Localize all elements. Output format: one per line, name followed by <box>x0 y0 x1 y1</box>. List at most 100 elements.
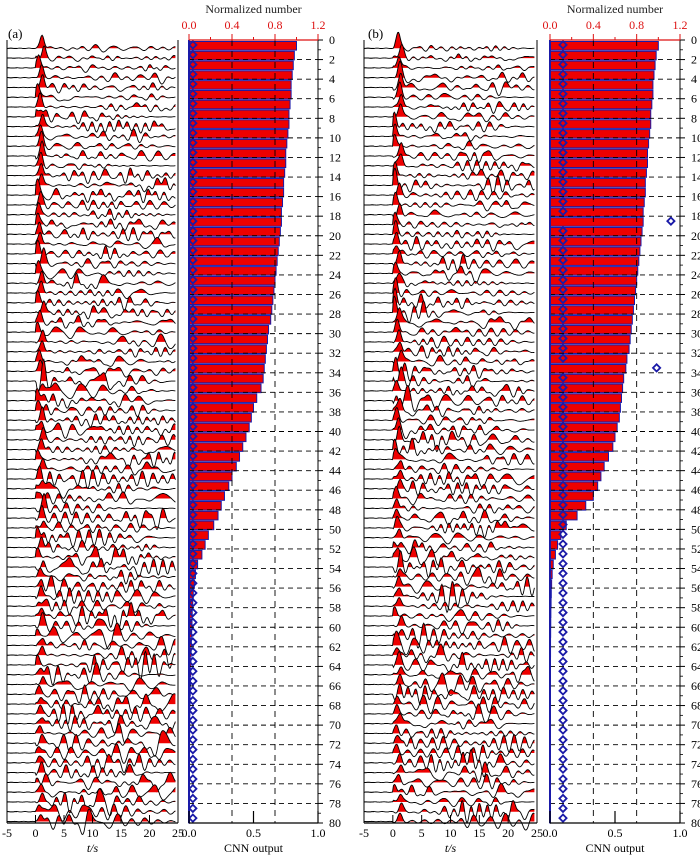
trace <box>363 748 535 778</box>
y-tick-label: 38 <box>329 405 341 419</box>
cnn-point <box>558 705 568 716</box>
trace <box>7 585 176 606</box>
wave-x-tick-label: -5 <box>2 826 12 840</box>
cnn-point <box>187 754 198 765</box>
trace <box>6 231 176 249</box>
trace-fill <box>7 575 176 587</box>
trace <box>7 212 176 232</box>
trace-fill <box>7 191 176 205</box>
bar <box>188 187 285 198</box>
wave-x-tick-label: 10 <box>87 826 99 840</box>
trace <box>363 546 535 566</box>
bar <box>188 373 264 384</box>
y-tick-label: 54 <box>691 562 700 576</box>
bar <box>188 256 278 266</box>
trace-fill <box>364 398 535 411</box>
trace <box>7 270 176 290</box>
cnn-point <box>651 363 662 373</box>
bar-area <box>549 40 676 824</box>
trace-fill <box>7 35 176 49</box>
cnn-point <box>187 304 198 315</box>
cnn-point <box>558 167 568 178</box>
trace <box>7 457 176 476</box>
trace <box>363 161 535 184</box>
cnn-point <box>558 558 568 569</box>
trace <box>363 191 535 212</box>
trace-fill <box>7 546 176 558</box>
trace <box>364 249 535 273</box>
trace-fill <box>7 114 176 127</box>
y-tick-label: 72 <box>329 738 341 752</box>
bar <box>188 295 274 306</box>
y-tick-label: 14 <box>329 170 341 184</box>
trace <box>363 417 535 440</box>
cnn-point <box>187 363 198 373</box>
y-tick-label: 34 <box>691 366 700 380</box>
trace-fill <box>364 112 535 127</box>
trace <box>363 141 535 164</box>
cnn-point <box>187 265 198 275</box>
cnn-point <box>187 676 198 686</box>
trace <box>6 650 176 682</box>
wave-x-tick-label: 5 <box>61 826 67 840</box>
trace-fill <box>364 695 535 705</box>
cnn-point <box>187 734 198 745</box>
top-tick-label: 0.4 <box>586 18 601 32</box>
cnn-point <box>187 529 198 540</box>
trace <box>363 406 535 426</box>
y-tick-label: 58 <box>691 601 700 615</box>
cnn-point <box>187 98 198 109</box>
bottom-tick-label: 0.5 <box>246 826 261 840</box>
trace <box>363 349 535 367</box>
wave-x-tick-label: 25 <box>531 826 543 840</box>
trace-fill <box>364 73 535 88</box>
cnn-point <box>187 59 198 70</box>
cnn-point <box>558 333 568 344</box>
trace <box>363 43 535 62</box>
wave-x-title: t/s <box>87 841 99 855</box>
trace-fill <box>7 349 176 362</box>
y-tick-label: 22 <box>329 248 341 262</box>
trace-fill <box>364 606 535 616</box>
cnn-point <box>558 725 568 735</box>
trace <box>6 520 176 534</box>
bar <box>188 412 252 423</box>
trace <box>363 111 535 133</box>
cnn-point <box>558 774 568 784</box>
trace <box>363 498 535 514</box>
top-axis-title: Normalized number <box>567 2 663 16</box>
trace <box>363 133 535 151</box>
trace-fill <box>364 749 535 763</box>
trace <box>7 645 176 669</box>
trace-fill <box>7 602 176 616</box>
trace <box>7 92 176 113</box>
panel-label: (b) <box>368 26 383 41</box>
trace-fill <box>7 438 176 450</box>
trace <box>6 761 176 779</box>
trace-fill <box>7 651 176 665</box>
trace <box>364 397 535 418</box>
cnn-point <box>558 617 568 628</box>
y-tick-label: 20 <box>691 229 700 243</box>
y-tick-label: 16 <box>329 190 341 204</box>
cnn-point <box>558 509 568 520</box>
cnn-point <box>666 216 676 226</box>
trace <box>363 485 535 506</box>
trace-fill <box>364 32 535 49</box>
bar <box>188 422 250 433</box>
trace <box>6 601 176 630</box>
cnn-point <box>187 695 198 706</box>
bar <box>188 70 293 80</box>
bar <box>549 540 559 550</box>
cnn-point <box>187 597 198 608</box>
trace <box>364 366 535 389</box>
cnn-point <box>187 216 198 226</box>
trace <box>363 167 535 196</box>
cnn-point <box>558 157 568 168</box>
trace <box>6 289 176 312</box>
bar <box>549 461 605 472</box>
y-tick-label: 30 <box>329 327 341 341</box>
trace-fill <box>7 64 176 78</box>
trace-fill <box>364 250 535 264</box>
trace-fill <box>364 203 535 215</box>
